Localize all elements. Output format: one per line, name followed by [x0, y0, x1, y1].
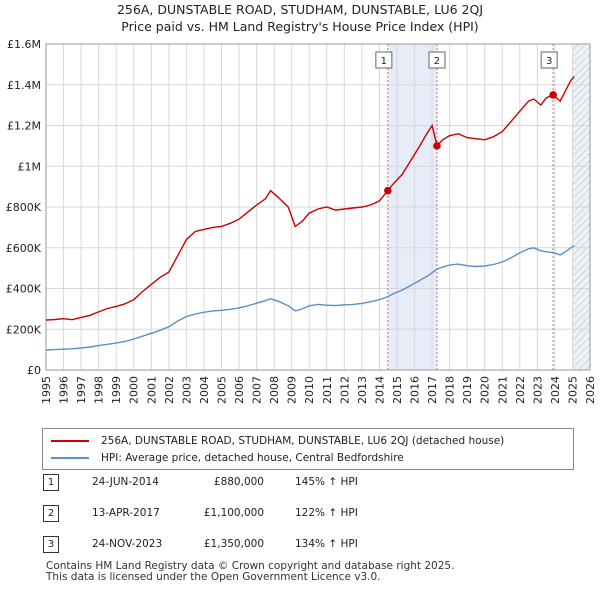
x-tick-label: 2007 — [251, 376, 264, 404]
x-tick-label: 2012 — [338, 376, 351, 404]
x-tick-label: 2018 — [444, 376, 457, 404]
legend-label-property: 256A, DUNSTABLE ROAD, STUDHAM, DUNSTABLE… — [101, 435, 505, 447]
event-price: £1,350,000 — [203, 538, 264, 550]
table-row: 3 24-NOV-2023 £1,350,000 134% ↑ HPI — [42, 536, 582, 554]
plot-frame — [45, 43, 591, 371]
sale-point — [433, 142, 441, 150]
legend-item-property: 256A, DUNSTABLE ROAD, STUDHAM, DUNSTABLE… — [51, 434, 504, 448]
footer-copyright: Contains HM Land Registry data © Crown c… — [46, 560, 455, 572]
x-tick-label: 2009 — [286, 376, 299, 404]
x-tick-label: 1995 — [40, 376, 53, 404]
footer: Contains HM Land Registry data © Crown c… — [46, 561, 454, 583]
y-tick-label: £200K — [6, 323, 42, 336]
table-row: 2 13-APR-2017 £1,100,000 122% ↑ HPI — [42, 505, 582, 523]
y-tick-label: £1.2M — [7, 120, 41, 133]
event-hpi: 145% ↑ HPI — [295, 476, 358, 488]
x-tick-label: 2006 — [233, 376, 246, 404]
y-tick-label: £1M — [18, 160, 42, 173]
y-tick-label: £1.6M — [7, 38, 41, 51]
price-chart: 1 2 3 £0 £200K £400K £600K £800K £1M £1.2M £1.4M £1… — [6, 38, 597, 404]
x-tick-label: 2002 — [163, 376, 176, 404]
x-tick-label: 1998 — [93, 376, 106, 404]
x-tick-label: 2000 — [128, 376, 141, 404]
chart-title: 256A, DUNSTABLE ROAD, STUDHAM, DUNSTABLE… — [116, 2, 484, 17]
legend: 256A, DUNSTABLE ROAD, STUDHAM, DUNSTABLE… — [42, 428, 574, 470]
sale-label-box — [428, 51, 446, 69]
x-tick-label: 2005 — [215, 376, 228, 404]
event-number: 2 — [43, 505, 59, 522]
chart-subtitle: Price paid vs. HM Land Registry's House … — [121, 19, 479, 34]
event-hpi: 134% ↑ HPI — [295, 538, 358, 550]
event-hpi: 122% ↑ HPI — [295, 507, 358, 519]
x-tick-label: 1999 — [110, 376, 123, 404]
x-tick-label: 2004 — [198, 376, 211, 404]
legend-swatch-property — [51, 440, 89, 442]
x-tick-label: 2024 — [549, 376, 562, 404]
x-tick-label: 1996 — [58, 376, 71, 404]
y-tick-label: £0 — [27, 364, 41, 377]
event-date: 13-APR-2017 — [92, 507, 160, 519]
y-tick-label: £800K — [6, 201, 42, 214]
x-tick-label: 2013 — [356, 376, 369, 404]
y-tick-label: £400K — [6, 283, 42, 296]
series-line-property — [45, 76, 575, 321]
sale-label: 2 — [434, 56, 440, 67]
table-row: 1 24-JUN-2014 £880,000 145% ↑ HPI — [42, 474, 582, 492]
event-price: £880,000 — [213, 476, 264, 488]
event-price: £1,100,000 — [203, 507, 264, 519]
sale-point — [384, 186, 392, 195]
y-tick-label: £1.4M — [7, 79, 41, 92]
series-line-hpi — [45, 245, 575, 351]
sale-label: 3 — [546, 56, 552, 67]
x-tick-label: 1997 — [75, 376, 88, 404]
sale-label-box — [375, 51, 393, 69]
x-tick-label: 2021 — [496, 376, 509, 404]
x-tick-label: 2025 — [566, 376, 579, 404]
x-tick-label: 2016 — [409, 376, 422, 404]
x-tick-label: 2010 — [303, 376, 316, 404]
sale-point — [549, 91, 557, 99]
footer-licence: This data is licensed under the Open Gov… — [46, 571, 381, 583]
legend-item-hpi: HPI: Average price, detached house, Cent… — [51, 451, 404, 465]
x-tick-label: 2011 — [321, 376, 334, 404]
sale-label-box — [540, 51, 558, 69]
legend-swatch-hpi — [51, 457, 89, 459]
x-tick-label: 2019 — [461, 376, 474, 404]
x-tick-label: 2020 — [479, 376, 492, 404]
sale-label: 1 — [381, 56, 387, 67]
event-number: 3 — [43, 536, 59, 553]
x-tick-label: 2003 — [180, 376, 193, 404]
x-tick-label: 2008 — [268, 376, 281, 404]
x-tick-label: 2014 — [373, 376, 386, 404]
event-date: 24-JUN-2014 — [92, 476, 159, 488]
event-date: 24-NOV-2023 — [92, 538, 163, 550]
legend-label-hpi: HPI: Average price, detached house, Cent… — [101, 452, 404, 464]
x-tick-label: 2017 — [426, 376, 439, 404]
x-tick-label: 2015 — [391, 376, 404, 404]
x-tick-label: 2023 — [531, 376, 544, 404]
y-tick-label: £600K — [6, 242, 42, 255]
event-number: 1 — [43, 474, 59, 491]
x-tick-label: 2026 — [584, 376, 597, 404]
x-tick-label: 2022 — [514, 376, 527, 404]
x-tick-label: 2001 — [145, 376, 158, 404]
